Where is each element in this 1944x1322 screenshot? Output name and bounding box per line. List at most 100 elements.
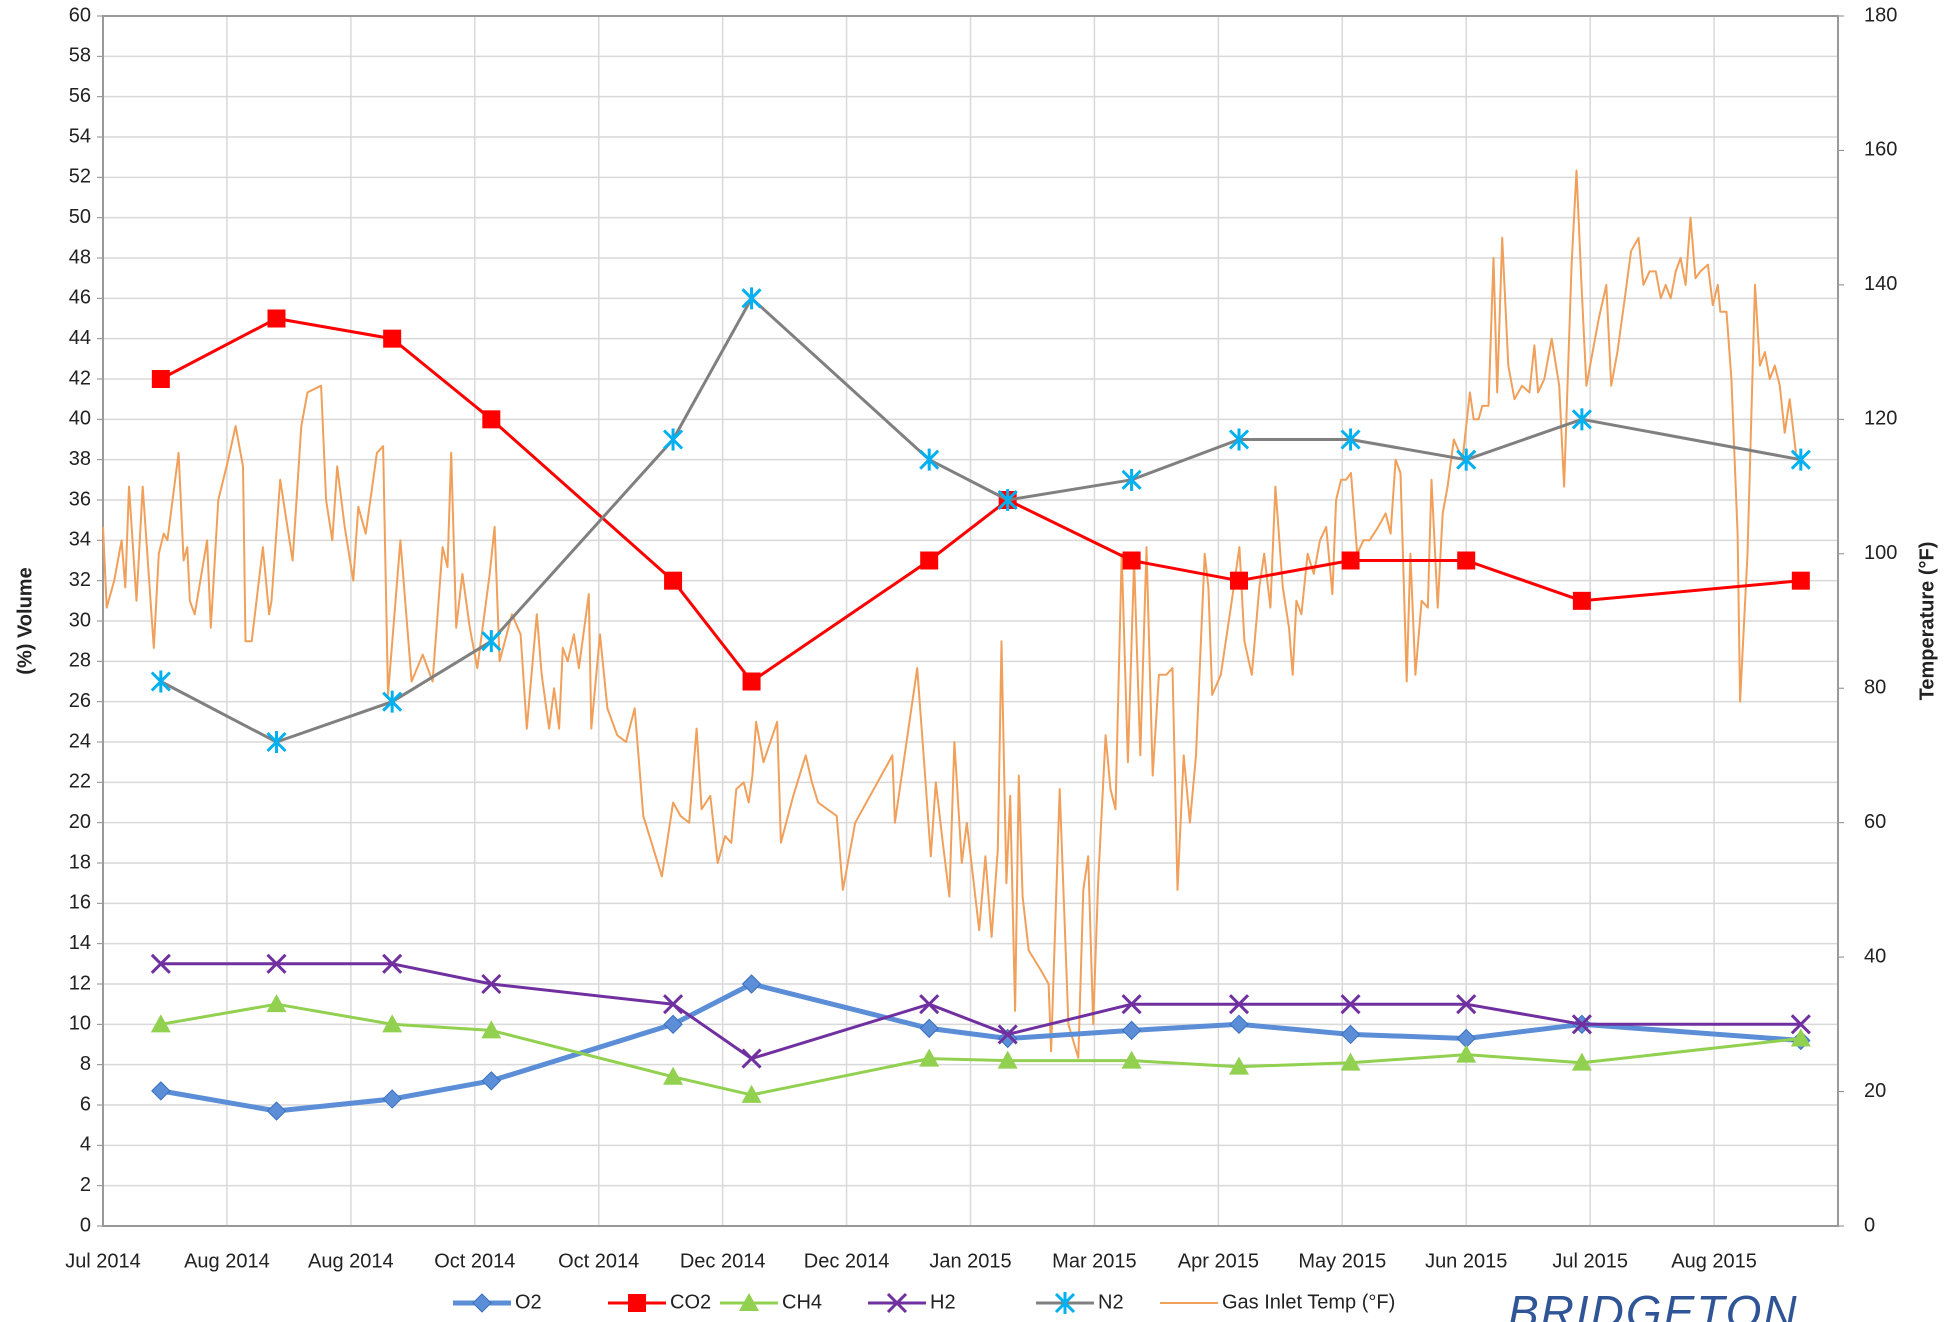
marker [1122, 551, 1141, 570]
marker [1121, 1050, 1142, 1069]
marker [1228, 428, 1250, 451]
marker [1790, 1014, 1811, 1035]
y-tick-label: 30 [69, 609, 91, 631]
marker [741, 1084, 762, 1103]
y-tick-label: 22 [69, 771, 91, 793]
marker [481, 630, 502, 653]
marker [1229, 1014, 1249, 1035]
marker [1121, 1020, 1142, 1041]
y-tick-label: 56 [69, 85, 91, 107]
marker [741, 287, 762, 310]
marker [1340, 994, 1361, 1015]
marker [1571, 408, 1592, 431]
series-line [102, 169, 1797, 1059]
legend-marker [739, 1293, 759, 1311]
marker [663, 1014, 683, 1035]
marker [1572, 591, 1591, 610]
y-tick-label: 40 [69, 408, 91, 430]
legend-item: N2 [1036, 1291, 1124, 1314]
y-tick-label: 24 [69, 730, 91, 752]
x-tick-label: Jan 2015 [929, 1250, 1011, 1272]
marker [1456, 994, 1477, 1015]
series-line [160, 1002, 1801, 1097]
marker [1340, 1024, 1361, 1045]
x-tick-label: Jul 2014 [65, 1250, 141, 1272]
marker [664, 571, 683, 590]
series-line [160, 981, 1801, 1114]
y-tick-label: 0 [80, 1214, 91, 1236]
y-tick-label: 6 [80, 1093, 91, 1115]
marker [150, 953, 171, 974]
y-tick-label: 20 [69, 811, 91, 833]
marker [382, 690, 403, 713]
marker [482, 410, 501, 429]
marker [663, 1066, 684, 1085]
marker [920, 551, 939, 570]
legend-item: O2 [453, 1291, 542, 1313]
y-tick-label: 38 [69, 448, 91, 470]
marker [1340, 1052, 1361, 1071]
y2-tick-label: 60 [1864, 811, 1886, 833]
marker [151, 370, 170, 388]
marker [150, 670, 171, 693]
y2-tick-label: 80 [1864, 677, 1886, 699]
marker [1456, 448, 1477, 471]
series-line [160, 962, 1801, 1061]
y-tick-label: 8 [80, 1053, 91, 1075]
y-tick-label: 2 [80, 1174, 91, 1196]
marker [150, 1014, 171, 1033]
x-tick-label: Aug 2014 [184, 1250, 270, 1272]
marker [382, 953, 403, 974]
marker [663, 428, 684, 451]
legend-item: H2 [868, 1291, 956, 1313]
y-tick-label: 60 [69, 4, 91, 26]
legend-item: CH4 [720, 1291, 822, 1313]
y2-tick-label: 20 [1864, 1080, 1886, 1102]
series-line [160, 317, 1801, 683]
legend-item: Gas Inlet Temp (°F) [1160, 1291, 1395, 1313]
y2-tick-label: 180 [1864, 4, 1897, 26]
y-tick-label: 54 [69, 125, 91, 147]
x-tick-label: Oct 2014 [558, 1250, 639, 1272]
marker [997, 489, 1018, 511]
y-tick-label: 46 [69, 287, 91, 309]
marker [382, 1014, 403, 1033]
legend-label: H2 [930, 1291, 956, 1313]
y2-tick-label: 120 [1864, 408, 1897, 430]
legend-label: CH4 [782, 1291, 822, 1313]
y-tick-label: 16 [69, 892, 91, 914]
y2-tick-label: 40 [1864, 945, 1886, 967]
marker [1121, 994, 1142, 1015]
legend-label: Gas Inlet Temp (°F) [1222, 1291, 1395, 1313]
y-tick-label: 34 [69, 529, 91, 551]
y-tick-label: 4 [80, 1134, 91, 1156]
x-tick-label: Dec 2014 [804, 1250, 890, 1272]
marker [663, 994, 684, 1015]
marker [266, 731, 287, 753]
x-tick-label: Mar 2015 [1052, 1250, 1137, 1272]
y-tick-label: 14 [69, 932, 91, 954]
x-tick-label: Aug 2014 [308, 1250, 394, 1272]
y2-axis-title: Temperature (°F) [1916, 542, 1938, 701]
y-tick-label: 32 [69, 569, 91, 591]
marker [151, 1081, 171, 1101]
marker [1121, 468, 1142, 491]
marker [919, 1018, 939, 1039]
marker [919, 994, 940, 1015]
plot-frame [102, 15, 1839, 1227]
marker [1790, 448, 1811, 471]
y2-tick-label: 140 [1864, 273, 1897, 295]
y-tick-label: 42 [69, 367, 91, 389]
legend-marker [886, 1292, 908, 1314]
marker [741, 974, 762, 994]
y-tick-label: 36 [69, 488, 91, 510]
marker [1341, 551, 1360, 570]
marker [1790, 1028, 1811, 1047]
marker [1228, 994, 1250, 1015]
x-tick-label: Jun 2015 [1425, 1250, 1507, 1272]
y-tick-label: 52 [69, 166, 91, 188]
marker [266, 953, 287, 974]
legend-label: CO2 [670, 1291, 711, 1313]
marker [1340, 428, 1361, 451]
